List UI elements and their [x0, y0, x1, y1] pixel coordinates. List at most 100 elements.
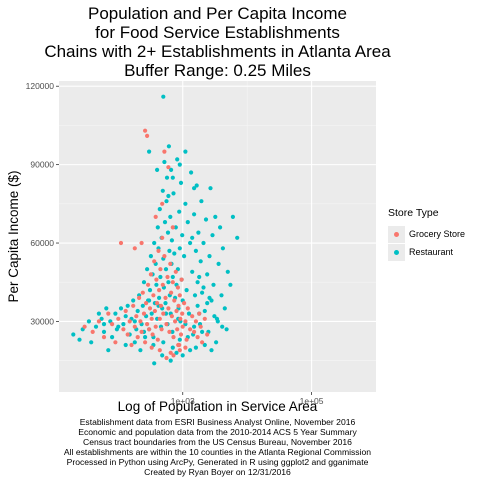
restaurant-point [147, 149, 152, 154]
restaurant-point [71, 332, 76, 337]
restaurant-point [200, 290, 205, 295]
y-tick-label: 60000 [30, 238, 54, 248]
restaurant-point [214, 340, 219, 345]
restaurant-point [207, 295, 212, 300]
grocery-dot-icon [394, 231, 399, 237]
legend-item-restaurant: Restaurant [388, 243, 465, 261]
grocery-point [158, 267, 163, 272]
restaurant-point [235, 235, 240, 240]
legend-label: Grocery Store [409, 229, 466, 239]
restaurant-point [162, 159, 167, 165]
grocery-point [183, 345, 188, 350]
restaurant-point [188, 348, 193, 353]
grocery-point [116, 316, 121, 321]
grocery-point [155, 337, 160, 342]
restaurant-point [123, 314, 128, 319]
restaurant-point [132, 340, 137, 345]
grocery-point [168, 261, 173, 266]
grocery-point [167, 329, 172, 334]
grocery-point [152, 259, 157, 264]
restaurant-point [183, 201, 188, 206]
restaurant-point [147, 298, 152, 303]
restaurant-point [167, 248, 172, 253]
restaurant-point [177, 162, 182, 167]
grocery-point [127, 319, 132, 324]
grocery-point [172, 298, 177, 303]
restaurant-point [114, 327, 119, 332]
restaurant-point [192, 324, 197, 329]
legend-key [388, 225, 405, 243]
grocery-point [164, 355, 169, 361]
y-tick-label: 30000 [30, 316, 54, 326]
restaurant-point [173, 225, 178, 230]
y-axis-label: Per Capita Income ($) [6, 170, 21, 302]
grocery-point [156, 248, 161, 253]
restaurant-point [169, 238, 174, 243]
grocery-point [202, 316, 207, 321]
restaurant-point [154, 282, 159, 287]
grocery-point [176, 303, 181, 308]
x-axis-label: Log of Population in Service Area [118, 399, 318, 414]
grocery-point [159, 327, 164, 332]
restaurant-point [213, 214, 218, 219]
restaurant-point [123, 342, 128, 348]
grocery-point [157, 316, 162, 321]
restaurant-point [138, 348, 143, 353]
restaurant-point [205, 272, 210, 277]
grocery-point [171, 353, 176, 358]
restaurant-point [113, 311, 118, 316]
grocery-point [146, 282, 151, 287]
chart-title-line: Chains with 2+ Establishments in Atlanta… [44, 42, 391, 61]
grocery-point [192, 329, 197, 334]
restaurant-point [118, 306, 124, 311]
grocery-point [161, 311, 166, 316]
chart-title-line: Buffer Range: 0.25 Miles [124, 61, 311, 80]
grocery-point [135, 335, 140, 340]
restaurant-point [147, 288, 153, 293]
grocery-point [162, 254, 167, 259]
restaurant-point [225, 269, 230, 274]
chart-title-line: for Food Service Establishments [95, 23, 340, 42]
caption-line: Economic and population data from the 20… [78, 426, 357, 437]
restaurant-point [140, 303, 145, 308]
restaurant-point [143, 335, 148, 340]
caption-line: Establishment data from ESRI Business An… [79, 417, 356, 427]
restaurant-point [222, 306, 227, 311]
restaurant-point [194, 183, 199, 188]
restaurant-point [180, 233, 185, 238]
restaurant-point [163, 267, 169, 272]
restaurant-point [172, 251, 177, 256]
grocery-point [123, 308, 128, 314]
grocery-point [138, 319, 143, 324]
restaurant-point [163, 301, 168, 306]
grocery-point [183, 319, 188, 324]
grocery-point [188, 327, 193, 332]
grocery-point [121, 327, 126, 332]
restaurant-point [158, 274, 163, 280]
restaurant-point [178, 180, 184, 185]
restaurant-point [170, 175, 175, 180]
restaurant-point [125, 303, 130, 308]
grocery-point [205, 332, 210, 337]
restaurant-point [220, 324, 225, 329]
grocery-point [165, 274, 170, 280]
restaurant-point [166, 144, 171, 149]
grocery-point [145, 133, 150, 138]
restaurant-point [211, 282, 216, 287]
restaurant-point [202, 308, 207, 314]
restaurant-point [164, 199, 169, 204]
restaurant-point [149, 311, 154, 316]
grocery-point [153, 324, 158, 329]
restaurant-point [86, 319, 91, 324]
restaurant-point [170, 274, 175, 280]
grocery-point [162, 149, 167, 154]
restaurant-point [190, 269, 195, 274]
grocery-point [143, 128, 148, 133]
grocery-point [101, 335, 107, 340]
restaurant-point [162, 220, 168, 225]
chart-title: Population and Per Capita Income for Foo… [0, 4, 435, 80]
restaurant-point [200, 329, 205, 334]
grocery-point [90, 329, 95, 334]
restaurant-point [177, 337, 182, 342]
plot-panel [59, 81, 376, 392]
